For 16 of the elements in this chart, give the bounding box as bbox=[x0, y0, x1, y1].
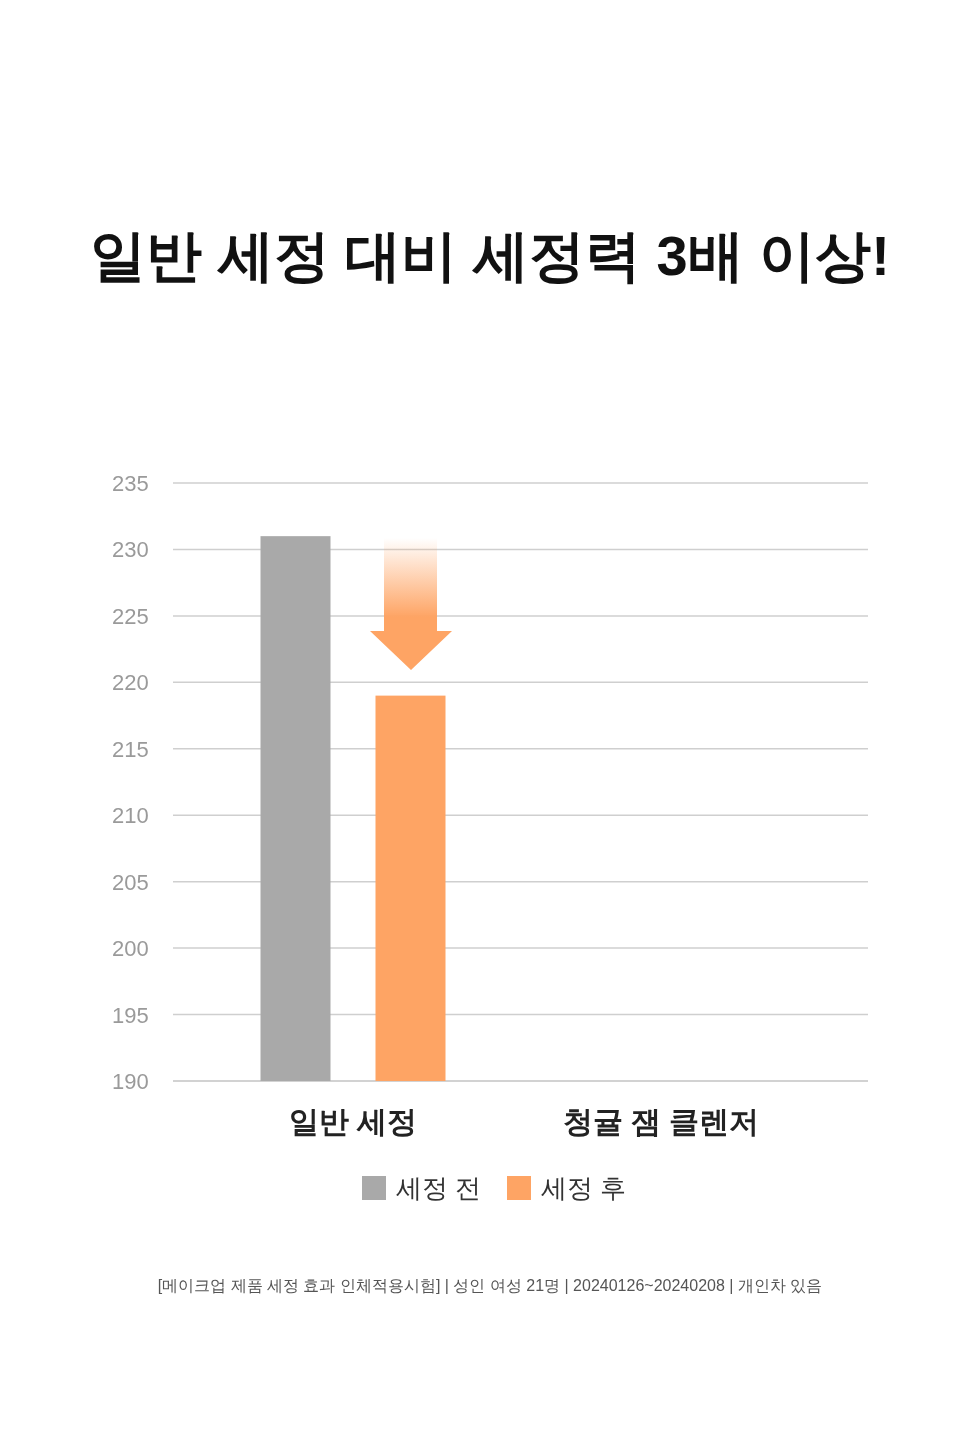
y-tick-label: 205 bbox=[112, 869, 149, 895]
y-tick-label: 220 bbox=[112, 670, 149, 696]
legend-label: 세정 후 bbox=[541, 1173, 627, 1203]
legend-label: 세정 전 bbox=[396, 1173, 482, 1203]
chart-title: 일반 세정 대비 세정력 3배 이상! bbox=[90, 224, 890, 287]
y-tick-label: 195 bbox=[112, 1002, 149, 1028]
y-tick-label: 225 bbox=[112, 603, 149, 629]
text: [메이크업 제품 세정 효과 인체적용시험] | 성인 여성 21명 | 20240126~20240208 | 개인차 있음 bbox=[157, 1277, 823, 1294]
y-tick-label: 235 bbox=[112, 471, 149, 496]
y-tick-label: 230 bbox=[112, 537, 149, 563]
x-tick-label: 일반 세정 bbox=[288, 1105, 418, 1138]
y-tick-label: 200 bbox=[112, 936, 149, 962]
y-tick-label: 210 bbox=[112, 803, 149, 829]
x-tick-label: 청귤 잼 클렌저 bbox=[562, 1105, 760, 1138]
y-tick-label: 190 bbox=[112, 1069, 149, 1094]
y-tick-label: 215 bbox=[112, 736, 149, 762]
